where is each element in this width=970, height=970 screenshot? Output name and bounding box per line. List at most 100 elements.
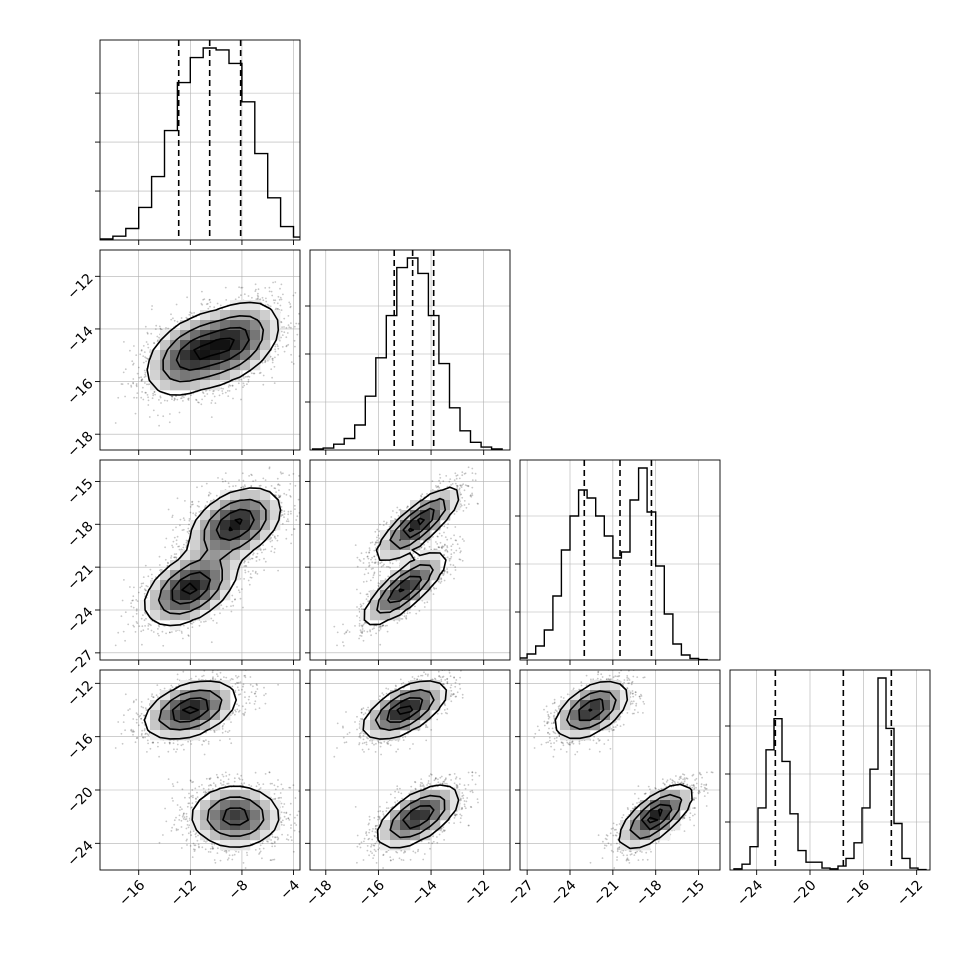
density-cell	[170, 730, 181, 741]
density-cell	[180, 680, 191, 691]
x-tick-label: −15	[676, 877, 708, 909]
scatter-point	[368, 565, 370, 568]
panel-frame	[99, 249, 301, 451]
scatter-point	[698, 790, 701, 793]
scatter-point	[458, 683, 461, 686]
scatter-point	[633, 712, 635, 715]
scatter-point	[336, 747, 338, 749]
density-cell	[410, 690, 421, 701]
scatter-point	[277, 683, 279, 686]
scatter-point	[660, 787, 663, 790]
scatter-point	[122, 721, 125, 723]
scatter-point	[386, 624, 388, 627]
scatter-point	[361, 748, 364, 751]
scatter-point	[701, 776, 703, 779]
scatter-point	[181, 808, 183, 811]
scatter-point	[414, 558, 417, 561]
scatter-point	[468, 824, 470, 827]
density-cell	[450, 800, 461, 811]
scatter-point	[182, 743, 184, 746]
density-cell	[180, 360, 191, 371]
scatter-point	[262, 544, 264, 546]
scatter-point	[710, 771, 713, 774]
scatter-point	[477, 503, 479, 505]
scatter-point	[221, 731, 224, 734]
scatter-point	[185, 815, 188, 818]
scatter-point	[400, 682, 403, 685]
scatter-point	[377, 582, 380, 584]
scatter-point	[146, 357, 149, 360]
scatter-point	[623, 681, 625, 684]
scatter-point	[235, 388, 237, 391]
density-cell	[170, 590, 181, 601]
scatter-point	[221, 886, 223, 888]
scatter-point	[471, 467, 474, 470]
scatter-point	[616, 856, 618, 858]
density-cell	[170, 360, 181, 371]
scatter-point	[435, 486, 438, 489]
scatter-point	[638, 695, 641, 698]
scatter-point	[265, 300, 268, 303]
density-cell	[580, 710, 591, 721]
scatter-point	[444, 679, 447, 681]
density-cell	[260, 320, 271, 331]
scatter-point	[453, 773, 456, 775]
scatter-point	[543, 720, 546, 723]
scatter-point	[210, 784, 213, 787]
scatter-point	[380, 742, 383, 745]
scatter-point	[285, 811, 288, 814]
panel-content	[310, 460, 510, 660]
scatter-point	[132, 381, 135, 384]
scatter-point	[412, 743, 414, 745]
density-cell	[600, 720, 611, 731]
density-cell	[430, 510, 441, 521]
scatter-point	[361, 631, 364, 634]
y-tick-label: −16	[64, 376, 96, 408]
scatter-point	[210, 416, 213, 418]
scatter-point	[297, 322, 300, 325]
density-cell	[390, 610, 401, 621]
scatter-point	[371, 830, 374, 833]
scatter-point	[164, 807, 167, 810]
scatter-point	[144, 373, 147, 376]
density-cell	[230, 840, 241, 851]
scatter-point	[533, 736, 536, 739]
scatter-point	[632, 695, 635, 698]
scatter-point	[365, 598, 368, 601]
scatter-point	[170, 313, 172, 316]
y-tick-label: −14	[64, 323, 96, 355]
scatter-point	[456, 484, 459, 487]
scatter-point	[262, 374, 265, 377]
scatter-point	[180, 548, 183, 551]
scatter-point	[216, 852, 219, 854]
scatter-point	[365, 568, 367, 571]
density-cell	[250, 800, 261, 811]
scatter-point	[471, 472, 474, 474]
scatter-point	[283, 824, 285, 826]
scatter-point	[706, 771, 708, 774]
scatter-point	[173, 556, 176, 559]
scatter-point	[441, 545, 444, 548]
scatter-point	[232, 678, 234, 681]
scatter-point	[427, 673, 429, 676]
scatter-point	[181, 833, 184, 836]
scatter-point	[354, 721, 356, 723]
scatter-point	[427, 541, 429, 543]
scatter-point	[565, 751, 568, 753]
density-cell	[190, 530, 201, 541]
scatter-point	[446, 570, 449, 573]
scatter-point	[240, 398, 242, 401]
scatter-point	[626, 676, 629, 679]
scatter-point	[440, 666, 442, 668]
scatter-point	[699, 791, 701, 794]
scatter-point	[536, 725, 539, 728]
scatter-point	[221, 392, 224, 395]
scatter-point	[211, 845, 214, 848]
scatter-point	[683, 830, 686, 832]
scatter-point	[269, 782, 272, 785]
scatter-point	[474, 771, 477, 774]
scatter-point	[456, 813, 458, 816]
scatter-point	[628, 862, 631, 864]
scatter-point	[133, 586, 135, 589]
scatter-point	[459, 503, 462, 506]
